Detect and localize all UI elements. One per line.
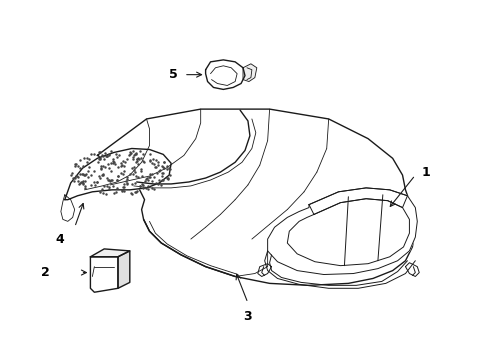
Polygon shape [118, 251, 129, 288]
Polygon shape [65, 148, 171, 200]
Polygon shape [97, 109, 414, 285]
Polygon shape [90, 249, 129, 257]
Text: 4: 4 [55, 233, 63, 246]
Polygon shape [205, 60, 244, 89]
Text: 2: 2 [41, 266, 50, 279]
Polygon shape [90, 257, 118, 292]
Text: 1: 1 [420, 166, 429, 179]
Polygon shape [243, 64, 256, 82]
Text: 5: 5 [169, 68, 178, 81]
Polygon shape [61, 195, 75, 221]
Polygon shape [267, 188, 416, 275]
Text: 3: 3 [243, 310, 252, 323]
